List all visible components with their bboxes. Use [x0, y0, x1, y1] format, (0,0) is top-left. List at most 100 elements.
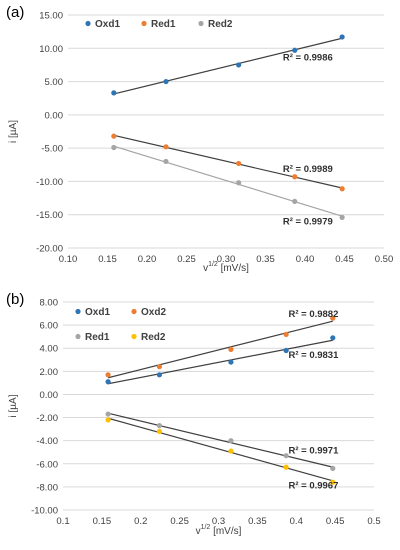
legend-marker: [198, 20, 204, 27]
point-oxd1: [156, 372, 163, 378]
point-red1: [236, 160, 242, 167]
y-tick-label: -15.00: [36, 210, 63, 221]
y-tick-label: 2.00: [40, 367, 59, 378]
panel-label: (a): [6, 4, 24, 21]
point-red2: [236, 180, 242, 186]
legend-label: Red1: [85, 332, 110, 343]
y-tick-label: -20.00: [36, 244, 63, 255]
trendline-red2: [107, 417, 333, 482]
y-tick-label: -10.00: [36, 177, 63, 188]
legend-marker: [131, 308, 137, 315]
point-red1: [111, 133, 117, 139]
x-tick-label: 0.40: [296, 254, 315, 265]
x-tick-label: 0.35: [256, 254, 275, 265]
trendline-red1: [107, 412, 333, 468]
point-red2: [283, 464, 289, 470]
x-tick-label: 0.10: [59, 254, 78, 265]
trendline-red1: [113, 134, 343, 189]
panel-b: (b) -10.00 -8.00 -6.00 -4.00 -2.00 0.00 2.00 4.0…: [6, 291, 381, 537]
point-red1: [292, 174, 298, 180]
point-oxd1: [105, 379, 111, 385]
point-red2: [156, 428, 163, 435]
legend-marker: [75, 308, 81, 315]
point-red1: [228, 438, 234, 444]
r2-label-red1: R² = 0.9971: [288, 445, 339, 456]
point-red2: [339, 214, 345, 220]
point-red1: [156, 423, 163, 429]
x-axis-title: v1/2 [mV/s]: [203, 261, 249, 274]
point-oxd1: [111, 90, 117, 96]
panel-a: (a) -20.00 -15.00 -10.00 -5.00 0.00 5.00 10.00 1…: [6, 4, 393, 274]
legend-label: Oxd1: [85, 307, 110, 318]
x-tick-label: 0.25: [170, 516, 189, 527]
point-oxd1: [163, 78, 169, 85]
legend-marker: [141, 20, 147, 27]
x-tick-label: 0.45: [326, 516, 345, 527]
x-axis-title: v1/2 [mV/s]: [196, 524, 242, 537]
point-oxd1: [236, 62, 242, 68]
y-axis-title: i [µA]: [8, 120, 19, 143]
legend-label: Red1: [151, 19, 176, 30]
x-tick-label: 0.20: [138, 254, 157, 265]
point-red1: [330, 465, 336, 471]
point-red1: [339, 186, 345, 192]
point-oxd1: [292, 47, 298, 53]
point-red1: [163, 144, 169, 150]
legend-label: Oxd2: [141, 307, 166, 318]
y-tick-label: -4.00: [36, 436, 58, 447]
r2-label-red1: R² = 0.9989: [283, 164, 333, 175]
point-oxd2: [105, 372, 111, 378]
point-red1: [283, 453, 289, 459]
point-red2: [330, 479, 336, 485]
point-oxd1: [330, 335, 336, 341]
legend-marker: [85, 20, 91, 27]
point-oxd2: [283, 331, 289, 337]
x-tick-label: 0.35: [248, 516, 267, 527]
trendline-oxd2: [107, 320, 333, 379]
panel-label: (b): [6, 291, 24, 308]
y-tick-label: 10.00: [39, 44, 63, 55]
legend-label: Red2: [141, 332, 166, 343]
point-oxd2: [228, 346, 234, 352]
r2-label-oxd1: R² = 0.9986: [283, 52, 333, 63]
y-tick-label: -6.00: [36, 459, 58, 470]
point-oxd2: [330, 315, 336, 321]
x-tick-label: 0.1: [56, 516, 69, 527]
x-tick-label: 0.15: [93, 516, 112, 527]
point-red2: [228, 448, 234, 454]
r2-label-oxd1: R² = 0.9831: [288, 350, 339, 361]
trendline-oxd1: [113, 37, 343, 95]
legend-label: Red2: [208, 19, 233, 30]
trendline-oxd1: [107, 339, 333, 385]
point-oxd1: [228, 359, 234, 365]
x-tick-label: 0.30: [217, 254, 236, 265]
r2-label-red2: R² = 0.9967: [288, 481, 338, 492]
point-oxd1: [339, 34, 345, 40]
y-tick-label: 5.00: [45, 77, 64, 88]
x-tick-label: 0.4: [290, 516, 303, 527]
x-tick-label: 0.25: [177, 254, 196, 265]
r2-label-oxd2: R² = 0.9882: [288, 309, 338, 320]
point-red2: [163, 158, 169, 165]
x-tick-label: 0.2: [134, 516, 147, 527]
y-tick-label: -2.00: [36, 413, 58, 424]
y-tick-label: 6.00: [40, 321, 59, 332]
x-tick-label: 0.50: [375, 254, 394, 265]
point-oxd1: [283, 347, 289, 354]
point-red2: [292, 198, 298, 204]
x-tick-label: 0.5: [367, 516, 380, 527]
point-red1: [105, 411, 111, 417]
x-tick-label: 0.3: [212, 516, 225, 527]
point-red2: [105, 417, 111, 423]
point-red2: [111, 144, 117, 151]
x-tick-label: 0.45: [335, 254, 354, 265]
y-tick-label: -8.00: [36, 482, 58, 493]
point-oxd2: [156, 364, 163, 370]
y-tick-label: 15.00: [39, 11, 63, 22]
legend-marker: [75, 333, 81, 340]
trendline-red2: [113, 145, 343, 217]
x-tick-label: 0.15: [98, 254, 117, 265]
y-tick-label: -5.00: [41, 144, 63, 155]
legend-label: Oxd1: [95, 19, 120, 30]
